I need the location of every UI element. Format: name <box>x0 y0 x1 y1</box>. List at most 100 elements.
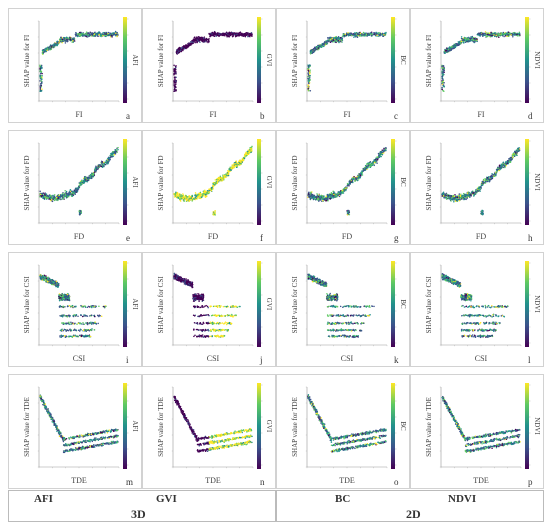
data-point <box>219 175 222 178</box>
data-point <box>41 88 43 90</box>
data-point <box>352 34 355 36</box>
data-point <box>236 35 238 37</box>
data-point <box>250 149 253 152</box>
data-point <box>194 38 197 41</box>
data-point <box>336 38 339 41</box>
data-point <box>182 193 184 195</box>
data-point <box>367 34 369 36</box>
data-point <box>369 165 372 167</box>
data-point <box>353 36 355 38</box>
data-point <box>60 37 62 39</box>
data-point <box>69 38 71 41</box>
data-point <box>235 34 237 36</box>
data-point <box>355 32 357 34</box>
data-point <box>335 39 337 42</box>
data-point <box>107 162 109 165</box>
data-point <box>176 52 179 54</box>
x-axis-label-d: FI <box>477 110 484 119</box>
data-point <box>209 189 212 191</box>
data-point <box>371 164 374 167</box>
data-point <box>239 159 241 161</box>
data-point <box>102 34 104 37</box>
data-point <box>208 188 210 191</box>
data-point <box>244 35 247 38</box>
data-point <box>508 34 511 36</box>
data-point <box>44 194 46 196</box>
data-point <box>181 46 183 49</box>
data-point <box>200 196 203 198</box>
data-point <box>339 40 342 43</box>
data-point <box>472 40 475 43</box>
data-point <box>309 52 312 55</box>
data-point <box>238 160 240 162</box>
data-point <box>445 47 448 49</box>
data-point <box>507 34 509 36</box>
data-point <box>39 69 42 71</box>
data-point <box>102 165 105 167</box>
data-point <box>59 38 62 41</box>
data-point <box>58 41 60 44</box>
colorbar-f <box>257 139 261 225</box>
data-point <box>39 193 42 196</box>
data-point <box>117 146 119 149</box>
data-point <box>105 35 107 38</box>
data-point <box>476 38 478 40</box>
data-point <box>101 163 104 165</box>
data-point <box>109 158 111 161</box>
data-point <box>442 84 445 86</box>
data-point <box>225 31 228 34</box>
data-point <box>46 48 49 51</box>
data-point <box>356 36 359 38</box>
data-point <box>47 197 50 199</box>
data-point <box>95 167 98 169</box>
data-point <box>226 174 228 177</box>
data-point <box>318 200 320 202</box>
data-point <box>113 151 116 153</box>
y-axis-label-d: SHAP value for FI <box>425 34 433 87</box>
data-point <box>443 90 445 93</box>
data-point <box>189 196 192 198</box>
data-point <box>460 36 463 38</box>
data-point <box>218 178 221 181</box>
data-point <box>39 67 41 70</box>
data-point <box>58 194 60 196</box>
data-point <box>231 33 233 36</box>
data-point <box>183 200 185 202</box>
data-point <box>69 37 71 39</box>
data-point <box>444 50 447 52</box>
data-point <box>326 196 329 198</box>
data-point <box>194 197 197 199</box>
data-point <box>55 196 58 199</box>
data-point <box>50 46 53 48</box>
colorbar-c <box>391 17 395 103</box>
data-point <box>347 32 349 34</box>
panel-b: SHAP value for FI FI GVI b <box>142 8 276 123</box>
data-point <box>86 36 89 38</box>
data-point <box>182 49 184 52</box>
data-point <box>174 88 176 91</box>
data-point <box>68 191 70 193</box>
data-point <box>72 190 74 193</box>
data-point <box>235 160 237 162</box>
data-point <box>506 32 508 35</box>
data-point <box>203 37 205 39</box>
data-point <box>498 32 500 35</box>
data-point <box>194 192 197 194</box>
data-point <box>338 41 340 44</box>
data-point <box>213 212 215 214</box>
data-point <box>250 146 252 149</box>
data-point <box>53 196 55 198</box>
data-point <box>519 34 521 36</box>
data-point <box>307 67 310 69</box>
data-point <box>82 179 85 182</box>
data-point <box>80 211 82 214</box>
data-point <box>330 40 332 42</box>
data-point <box>322 198 324 201</box>
data-point <box>112 150 114 153</box>
data-point <box>40 65 43 68</box>
data-point <box>442 65 445 67</box>
data-point <box>175 70 177 73</box>
data-point <box>97 33 99 35</box>
data-point <box>67 40 69 42</box>
